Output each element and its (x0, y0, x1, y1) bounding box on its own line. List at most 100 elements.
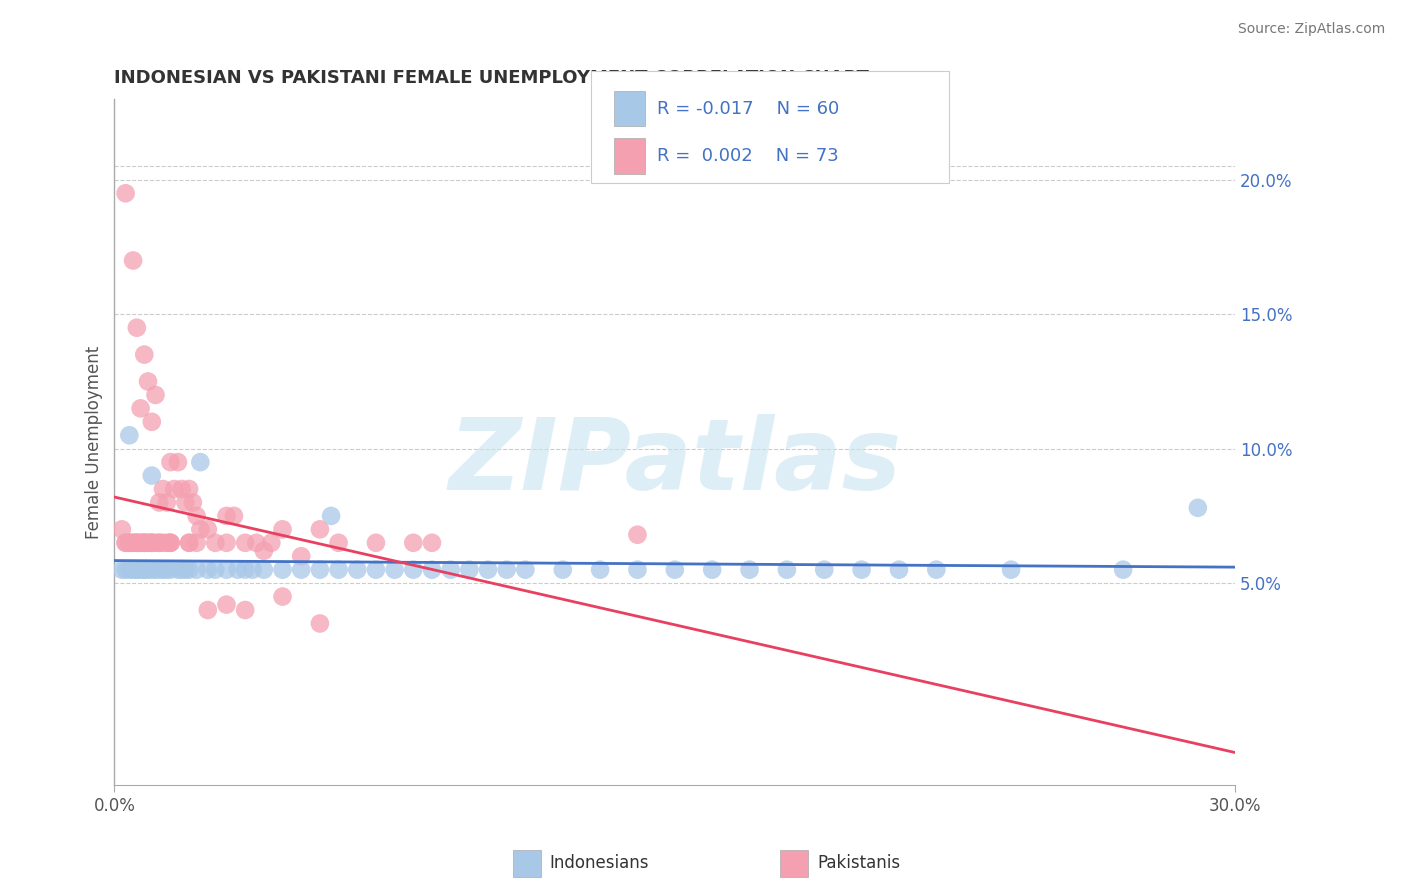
Point (420, 563, 443, 577)
Point (925, 563, 948, 577)
Point (122, 253, 145, 268)
Point (215, 563, 238, 577)
Point (156, 536, 179, 550)
Point (197, 522, 219, 536)
Point (738, 563, 761, 577)
Point (136, 536, 159, 550)
Point (440, 563, 463, 577)
Point (309, 616, 332, 631)
Point (159, 563, 181, 577)
Point (148, 495, 170, 509)
Point (495, 563, 517, 577)
Point (515, 563, 537, 577)
Point (111, 522, 134, 536)
Point (141, 415, 163, 429)
Point (134, 563, 156, 577)
Point (477, 563, 499, 577)
Point (204, 563, 226, 577)
Point (118, 536, 141, 550)
Point (148, 536, 170, 550)
Point (134, 536, 156, 550)
Point (125, 563, 148, 577)
Point (589, 563, 612, 577)
Point (290, 563, 312, 577)
Point (233, 536, 256, 550)
Point (129, 401, 152, 416)
Point (114, 563, 136, 577)
Point (136, 563, 159, 577)
Point (626, 527, 648, 541)
Point (129, 536, 152, 550)
Text: INDONESIAN VS PAKISTANI FEMALE UNEMPLOYMENT CORRELATION CHART: INDONESIAN VS PAKISTANI FEMALE UNEMPLOYM… (114, 69, 869, 87)
Point (134, 563, 156, 577)
Point (271, 522, 294, 536)
Point (813, 563, 835, 577)
Point (167, 563, 190, 577)
Point (145, 388, 167, 402)
Text: R =  0.002    N = 73: R = 0.002 N = 73 (657, 147, 838, 165)
Point (215, 598, 238, 612)
Point (245, 536, 267, 550)
Text: R = -0.017    N = 60: R = -0.017 N = 60 (657, 100, 839, 118)
Point (122, 563, 145, 577)
Point (186, 508, 208, 523)
Point (122, 536, 145, 550)
Point (145, 536, 167, 550)
Point (125, 536, 148, 550)
Text: ZIPatlas: ZIPatlas (449, 414, 901, 511)
Point (851, 563, 873, 577)
Point (179, 482, 201, 496)
Point (253, 544, 276, 558)
Point (114, 186, 136, 201)
Point (125, 320, 148, 334)
Point (152, 536, 174, 550)
Point (702, 563, 724, 577)
Point (328, 536, 350, 550)
Point (148, 536, 170, 550)
Point (242, 563, 264, 577)
Point (141, 563, 163, 577)
Point (1000, 563, 1022, 577)
Point (319, 508, 342, 523)
Point (626, 563, 648, 577)
Point (179, 536, 201, 550)
Y-axis label: Female Unemployment: Female Unemployment (86, 345, 103, 539)
Point (122, 536, 145, 550)
Point (1187, 500, 1209, 515)
Point (129, 536, 152, 550)
Point (188, 455, 211, 469)
Point (170, 563, 193, 577)
Point (364, 563, 387, 577)
Point (118, 563, 141, 577)
Point (384, 563, 406, 577)
Point (402, 563, 425, 577)
Point (226, 563, 249, 577)
Point (141, 536, 163, 550)
Point (152, 563, 174, 577)
Point (134, 536, 156, 550)
Point (420, 536, 443, 550)
Point (118, 428, 141, 442)
Point (458, 563, 481, 577)
Point (111, 563, 134, 577)
Point (145, 563, 167, 577)
Point (141, 536, 163, 550)
Point (159, 536, 181, 550)
Point (152, 482, 174, 496)
Point (141, 468, 163, 483)
Point (167, 455, 190, 469)
Point (141, 536, 163, 550)
Point (174, 495, 197, 509)
Point (179, 536, 201, 550)
Text: Indonesians: Indonesians (550, 855, 650, 872)
Point (197, 603, 219, 617)
Point (364, 536, 387, 550)
Point (186, 563, 208, 577)
Point (125, 536, 148, 550)
Point (125, 536, 148, 550)
Point (204, 536, 226, 550)
Point (402, 536, 425, 550)
Point (136, 536, 159, 550)
Point (125, 563, 148, 577)
Text: Source: ZipAtlas.com: Source: ZipAtlas.com (1237, 22, 1385, 37)
